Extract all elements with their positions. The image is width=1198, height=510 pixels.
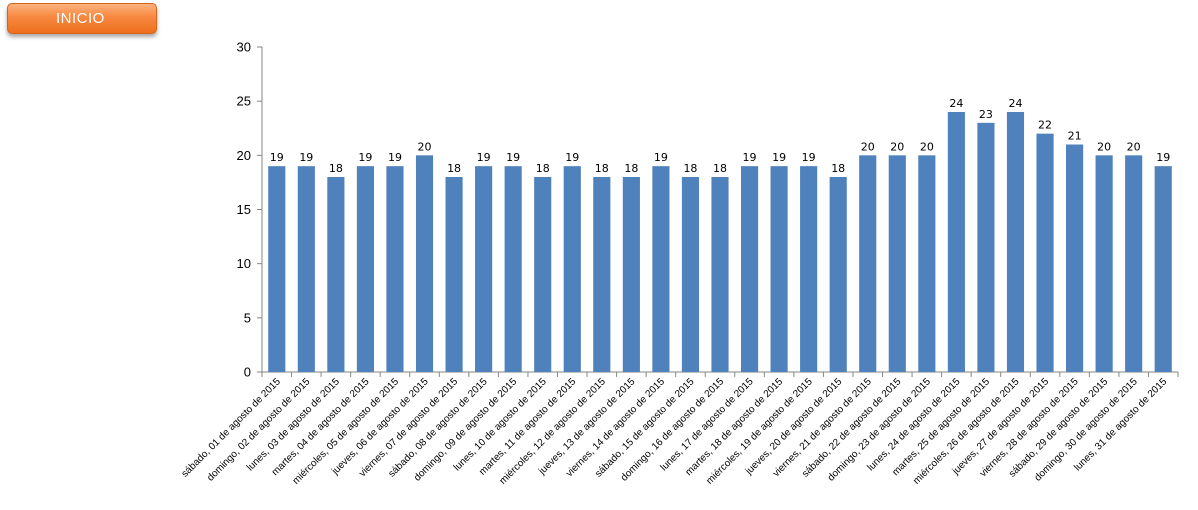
data-label: 24 bbox=[1008, 97, 1022, 110]
data-label: 18 bbox=[536, 162, 550, 175]
data-label: 19 bbox=[358, 151, 372, 164]
bar bbox=[504, 166, 522, 372]
bar bbox=[1036, 133, 1054, 372]
bar bbox=[1066, 144, 1084, 372]
bar bbox=[1125, 155, 1143, 372]
bar bbox=[947, 112, 965, 372]
data-label: 20 bbox=[920, 140, 934, 153]
y-tick-label: 30 bbox=[237, 40, 251, 55]
bar bbox=[415, 155, 434, 372]
data-label: 20 bbox=[1127, 140, 1141, 153]
data-label: 22 bbox=[1038, 119, 1052, 132]
bar bbox=[770, 166, 788, 372]
data-label: 19 bbox=[802, 151, 816, 164]
data-label: 24 bbox=[949, 97, 963, 110]
data-label: 23 bbox=[979, 108, 993, 121]
bar bbox=[445, 177, 463, 372]
y-tick-label: 5 bbox=[244, 310, 251, 325]
bar bbox=[740, 166, 759, 372]
bar bbox=[563, 166, 581, 372]
bar bbox=[386, 166, 404, 372]
bar bbox=[1095, 155, 1113, 372]
data-label: 21 bbox=[1068, 130, 1082, 143]
data-label: 19 bbox=[565, 151, 579, 164]
data-label: 19 bbox=[743, 151, 757, 164]
data-label: 20 bbox=[861, 140, 875, 153]
data-label: 19 bbox=[299, 151, 313, 164]
y-tick-label: 0 bbox=[244, 365, 251, 380]
bar bbox=[977, 122, 995, 372]
data-label: 18 bbox=[831, 162, 845, 175]
data-label: 19 bbox=[506, 151, 520, 164]
data-label: 18 bbox=[683, 162, 697, 175]
bar bbox=[1154, 166, 1172, 372]
y-tick-label: 15 bbox=[237, 202, 251, 217]
bar bbox=[652, 166, 670, 372]
bar bbox=[297, 166, 315, 372]
bar bbox=[829, 177, 847, 372]
x-tick-label: miércoles, 19 de agosto de 2015 bbox=[704, 376, 815, 487]
data-label: 19 bbox=[388, 151, 402, 164]
bar bbox=[534, 177, 552, 372]
data-labels: 19 19 18 19 19 20 18 19 19 18 19 18 18 19 18 18 19 19 19 18… bbox=[270, 97, 1170, 175]
bar bbox=[268, 166, 286, 372]
data-label: 19 bbox=[772, 151, 786, 164]
data-label: 18 bbox=[713, 162, 727, 175]
data-label: 20 bbox=[890, 140, 904, 153]
data-label: 18 bbox=[329, 162, 343, 175]
bar bbox=[622, 177, 640, 372]
x-tick-label: miércoles, 26 de agosto de 2015 bbox=[911, 376, 1022, 487]
bar bbox=[681, 177, 700, 372]
data-label: 19 bbox=[1156, 151, 1170, 164]
bar bbox=[356, 166, 374, 372]
bar bbox=[593, 177, 611, 372]
y-tick-label: 20 bbox=[237, 148, 251, 163]
inicio-button[interactable]: INICIO bbox=[7, 3, 157, 34]
bar bbox=[1006, 112, 1025, 372]
data-label: 18 bbox=[595, 162, 609, 175]
x-tick-label: miércoles, 05 de agosto de 2015 bbox=[291, 376, 402, 487]
x-axis bbox=[261, 371, 1179, 377]
data-label: 20 bbox=[418, 140, 432, 153]
y-tick-label: 10 bbox=[237, 256, 251, 271]
y-tick-label: 25 bbox=[237, 94, 251, 109]
bar-series bbox=[268, 112, 1172, 372]
data-label: 20 bbox=[1097, 140, 1111, 153]
data-label: 19 bbox=[477, 151, 491, 164]
bar bbox=[711, 177, 729, 372]
data-label: 19 bbox=[270, 151, 284, 164]
data-label: 19 bbox=[654, 151, 668, 164]
bar bbox=[327, 177, 345, 372]
data-label: 18 bbox=[624, 162, 638, 175]
bar bbox=[918, 155, 936, 372]
bar bbox=[859, 155, 877, 372]
bar bbox=[475, 166, 493, 372]
bar bbox=[888, 155, 906, 372]
data-label: 18 bbox=[447, 162, 461, 175]
x-tick-label: miércoles, 12 de agosto de 2015 bbox=[498, 376, 609, 487]
bar bbox=[800, 166, 818, 372]
y-axis: 0 5 10 15 20 25 30 bbox=[237, 40, 263, 380]
